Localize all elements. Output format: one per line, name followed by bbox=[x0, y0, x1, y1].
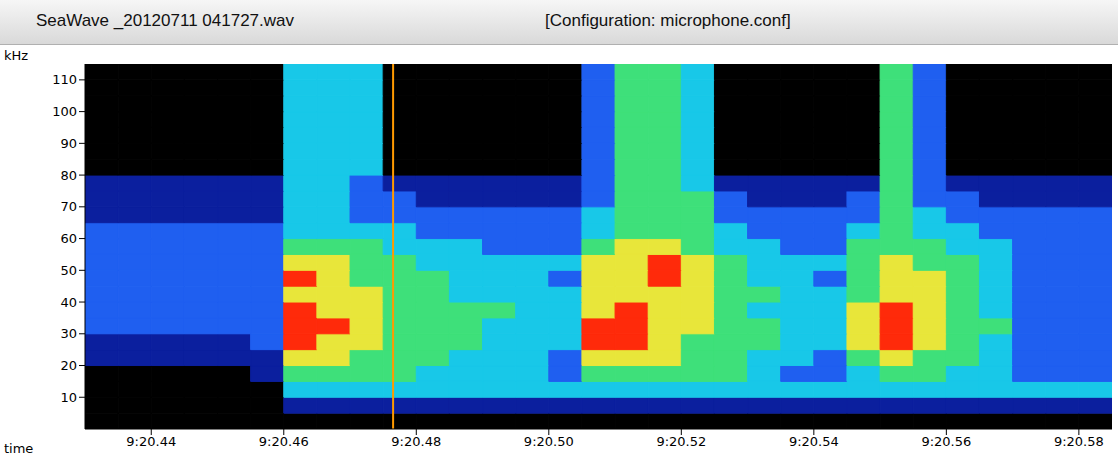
svg-text:110: 110 bbox=[52, 72, 77, 87]
svg-text:80: 80 bbox=[60, 168, 77, 183]
svg-text:90: 90 bbox=[60, 136, 77, 151]
svg-text:9:20.54: 9:20.54 bbox=[789, 434, 839, 449]
svg-text:9:20.48: 9:20.48 bbox=[391, 434, 441, 449]
html-text:SeaWave _20120711 041727.wav: SeaWave _20120711 041727.wav bbox=[36, 11, 294, 30]
html-text:time: time bbox=[4, 441, 34, 456]
svg-text:100: 100 bbox=[52, 104, 77, 119]
svg-text:9:20.58: 9:20.58 bbox=[1054, 434, 1104, 449]
svg-text:9:20.50: 9:20.50 bbox=[524, 434, 574, 449]
svg-text:70: 70 bbox=[60, 199, 77, 214]
svg-text:60: 60 bbox=[60, 231, 77, 246]
html-text:kHz: kHz bbox=[4, 48, 29, 63]
svg-text:9:20.52: 9:20.52 bbox=[656, 434, 706, 449]
html-text:[Configuration: microphone.con: [Configuration: microphone.conf] bbox=[545, 11, 791, 30]
svg-text:9:20.46: 9:20.46 bbox=[259, 434, 309, 449]
svg-text:9:20.44: 9:20.44 bbox=[126, 434, 176, 449]
svg-text:20: 20 bbox=[60, 358, 77, 373]
svg-text:40: 40 bbox=[60, 295, 77, 310]
svg-text:30: 30 bbox=[60, 326, 77, 341]
svg-text:50: 50 bbox=[60, 263, 77, 278]
svg-text:10: 10 bbox=[60, 390, 77, 405]
svg-text:9:20.56: 9:20.56 bbox=[921, 434, 971, 449]
